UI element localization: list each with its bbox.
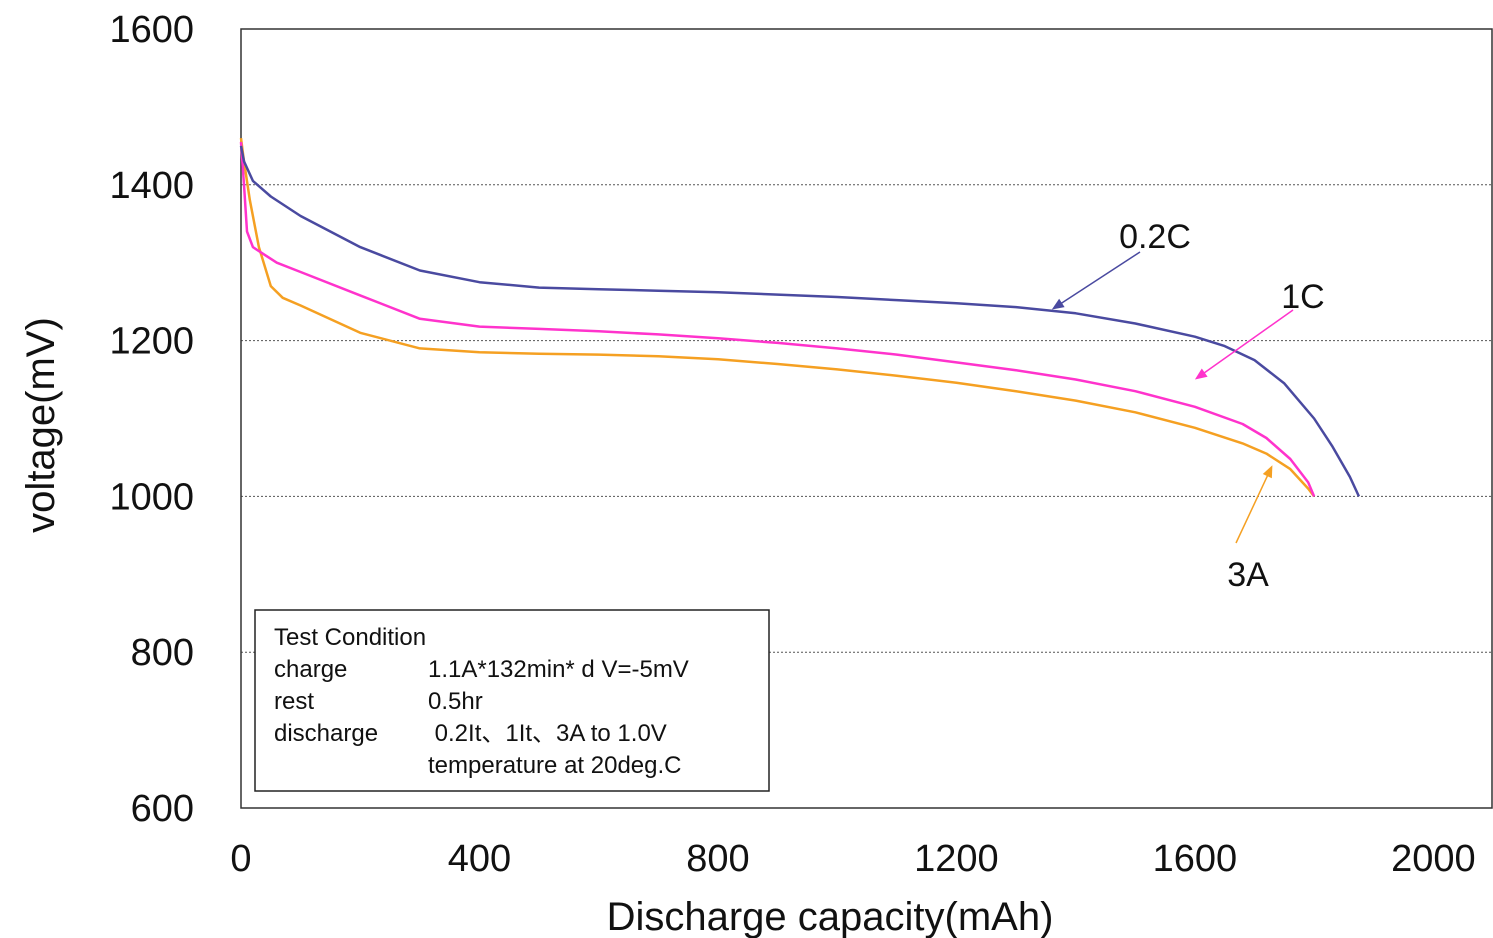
series-label-0-2c: 0.2C [1119, 218, 1191, 256]
annotation-arrow-line [1200, 309, 1294, 376]
test-condition-frame [254, 609, 770, 792]
y-tick-label: 1400 [109, 165, 194, 207]
x-axis-title: Discharge capacity(mAh) [607, 895, 1054, 938]
series-layer [239, 137, 1361, 498]
x-tick-label: 2000 [1391, 838, 1476, 880]
y-axis-ticks: 600 800 1000 1200 1400 1600 [109, 9, 194, 830]
test-row-key: discharge [274, 720, 378, 747]
annotation-arrowhead [1262, 465, 1273, 479]
series-label-1c: 1C [1281, 278, 1324, 316]
y-tick-label: 800 [131, 632, 194, 674]
series-label-3a: 3A [1227, 556, 1269, 594]
x-tick-label: 1600 [1153, 838, 1238, 880]
test-row-key: rest [274, 688, 314, 715]
y-tick-label: 1600 [109, 9, 194, 51]
y-axis-title: voltage(mV) [19, 317, 63, 533]
annotation-arrowhead [1194, 368, 1208, 380]
test-row-value: 0.2It、1It、3A to 1.0V [428, 720, 667, 747]
x-tick-label: 1200 [914, 838, 999, 880]
series-line-1c [239, 141, 1316, 497]
plot-frame [240, 28, 1493, 809]
series-line-3a [239, 137, 1316, 498]
test-row-key: charge [274, 656, 347, 683]
annotation-arrow-line [1058, 251, 1141, 306]
annotation-arrowhead [1051, 298, 1065, 310]
annotation-arrows [1051, 251, 1294, 544]
x-tick-label: 400 [448, 838, 511, 880]
test-condition-box: Test Condition charge 1.1A*132min* d V=-… [254, 609, 770, 792]
y-tick-label: 600 [131, 788, 194, 830]
test-row-value: 0.5hr [428, 688, 483, 715]
x-tick-label: 800 [686, 838, 749, 880]
y-tick-label: 1200 [109, 321, 194, 363]
x-tick-label: 0 [230, 838, 251, 880]
y-tick-label: 1000 [109, 476, 194, 518]
test-condition-title: Test Condition [274, 624, 426, 651]
grid-layer [241, 184, 1493, 653]
annotation-arrow-line [1235, 472, 1270, 544]
test-row-value: 1.1A*132min* d V=-5mV [428, 656, 689, 683]
x-axis-ticks: 0 400 800 1200 1600 2000 [230, 838, 1475, 880]
series-line-0-2c [239, 145, 1361, 497]
test-row-value: temperature at 20deg.C [428, 752, 682, 779]
